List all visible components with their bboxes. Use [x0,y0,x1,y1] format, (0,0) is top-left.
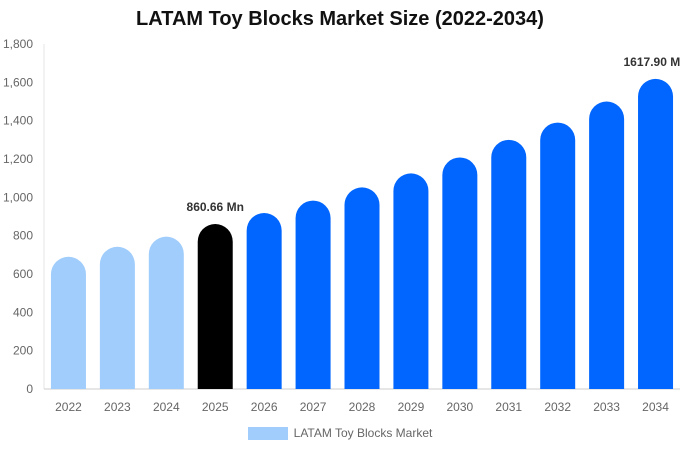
y-tick-label: 1,800 [3,37,33,51]
bar-2027 [295,200,331,389]
data-label-2025: 860.66 Mn [187,200,244,214]
legend: LATAM Toy Blocks Market [0,426,680,440]
x-tick-label: 2023 [104,400,131,414]
x-tick-label: 2033 [593,400,620,414]
bar-2022 [50,256,86,389]
bar-2026 [246,213,282,389]
y-tick-label: 0 [26,382,33,396]
y-tick-label: 1,600 [3,75,33,89]
data-label-2034: 1617.90 Mn [624,55,680,69]
legend-label: LATAM Toy Blocks Market [293,426,433,440]
x-tick-label: 2025 [202,400,229,414]
bar-2030 [442,157,478,389]
y-tick-label: 200 [13,344,33,358]
legend-swatch [247,426,288,440]
bar-2023 [99,246,135,389]
bar-2033 [589,101,625,389]
bar-2024 [148,236,184,389]
x-tick-label: 2030 [446,400,473,414]
x-tick-label: 2024 [153,400,180,414]
x-tick-label: 2027 [300,400,327,414]
y-tick-label: 800 [13,229,33,243]
x-tick-label: 2029 [398,400,425,414]
y-tick-label: 1,400 [3,114,33,128]
y-tick-label: 600 [13,267,33,281]
x-tick-label: 2026 [251,400,278,414]
y-tick-label: 400 [13,305,33,319]
chart-title: LATAM Toy Blocks Market Size (2022-2034) [136,8,544,30]
bar-2025 [197,224,233,389]
x-tick-label: 2034 [642,400,669,414]
x-tick-label: 2028 [349,400,376,414]
bar-2029 [393,173,429,389]
bar-2031 [491,139,527,389]
y-tick-label: 1,000 [3,190,33,204]
bar-2028 [344,187,380,389]
bar-2034 [638,78,674,389]
x-tick-label: 2032 [544,400,571,414]
x-tick-label: 2031 [495,400,522,414]
y-tick-label: 1,200 [3,152,33,166]
x-tick-label: 2022 [55,400,82,414]
bar-2032 [540,122,576,390]
